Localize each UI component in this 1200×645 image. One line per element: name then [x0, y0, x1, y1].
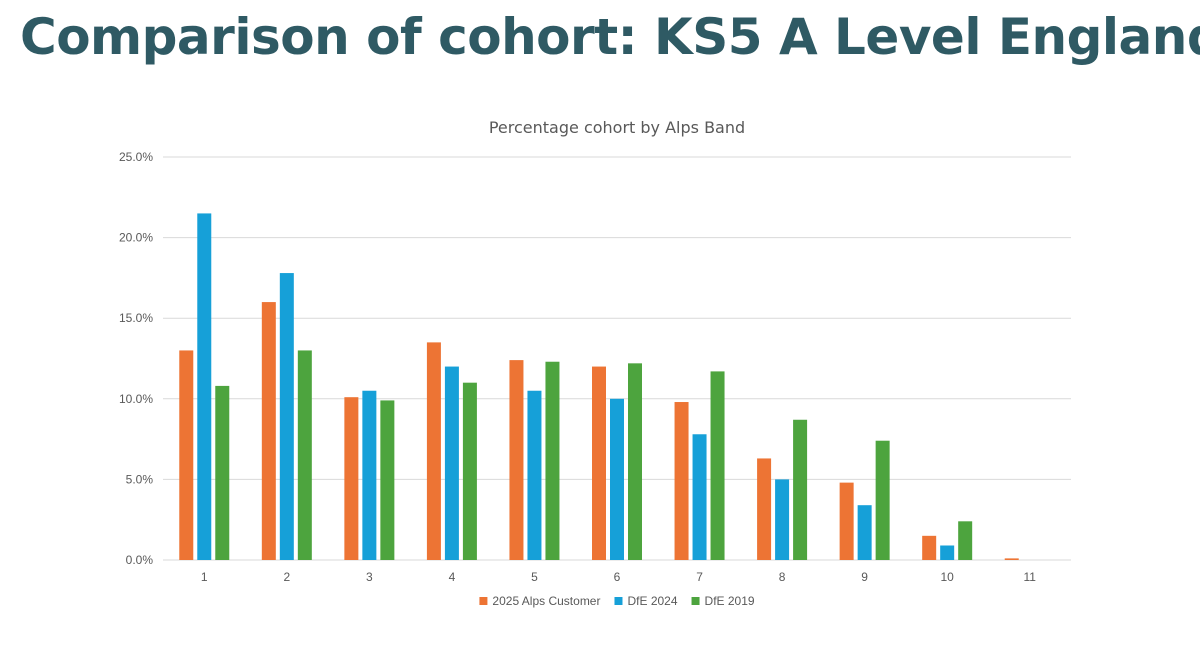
bar-dfe-2024-band-4	[444, 366, 459, 560]
legend-label: DfE 2024	[627, 594, 677, 608]
legend-item: 2025 Alps Customer	[479, 594, 600, 608]
bar-2025-alps-customer-band-11	[1004, 558, 1019, 560]
bar-dfe-2019-band-8	[793, 419, 808, 560]
bar-dfe-2024-band-5	[527, 390, 542, 560]
bar-dfe-2024-band-9	[857, 505, 872, 560]
bar-dfe-2019-band-4	[462, 382, 477, 560]
legend-swatch	[479, 597, 488, 605]
bar-2025-alps-customer-band-2	[261, 302, 276, 560]
bar-dfe-2019-band-5	[545, 361, 560, 560]
legend-item: DfE 2024	[614, 594, 678, 608]
x-tick-label: 6	[614, 570, 621, 584]
legend-label: DfE 2019	[705, 594, 755, 608]
legend-label: 2025 Alps Customer	[492, 594, 600, 608]
legend-swatch	[614, 597, 623, 605]
bar-2025-alps-customer-band-5	[509, 360, 524, 560]
legend-item: DfE 2019	[691, 594, 755, 608]
bar-dfe-2024-band-2	[279, 273, 294, 560]
bars	[179, 213, 1019, 561]
bar-dfe-2024-band-7	[692, 434, 707, 560]
x-tick-label: 11	[1023, 570, 1036, 584]
x-axis: 1 2 3 4 5 6 7 8 9 10 11	[201, 570, 1036, 584]
x-tick-label: 7	[696, 570, 703, 584]
y-tick-label: 15.0%	[119, 311, 153, 325]
y-tick-label: 0.0%	[126, 553, 154, 567]
x-tick-label: 3	[366, 570, 373, 584]
bar-dfe-2019-band-2	[297, 350, 312, 560]
bar-dfe-2019-band-7	[710, 371, 725, 560]
bar-2025-alps-customer-band-7	[674, 402, 689, 560]
bar-dfe-2024-band-8	[775, 479, 790, 560]
y-tick-label: 5.0%	[126, 472, 154, 486]
legend: 2025 Alps Customer DfE 2024 DfE 2019	[479, 594, 755, 608]
bar-2025-alps-customer-band-8	[757, 458, 772, 560]
bar-2025-alps-customer-band-3	[344, 397, 359, 560]
bar-dfe-2019-band-6	[628, 363, 642, 560]
bar-2025-alps-customer-band-6	[592, 366, 606, 560]
chart-title: Percentage cohort by Alps Band	[489, 118, 745, 137]
bar-dfe-2019-band-1	[215, 385, 230, 560]
bar-dfe-2019-band-3	[380, 400, 395, 560]
bar-dfe-2024-band-1	[197, 213, 212, 561]
x-tick-label: 10	[941, 570, 955, 584]
bar-2025-alps-customer-band-9	[839, 482, 854, 560]
bar-2025-alps-customer-band-1	[179, 350, 194, 560]
bar-dfe-2024-band-3	[362, 390, 377, 560]
bar-dfe-2024-band-10	[940, 545, 955, 560]
y-tick-label: 20.0%	[119, 231, 153, 245]
x-tick-label: 5	[531, 570, 538, 584]
x-tick-label: 1	[201, 570, 208, 584]
y-tick-label: 10.0%	[119, 392, 153, 406]
x-tick-label: 2	[283, 570, 290, 584]
bar-2025-alps-customer-band-10	[922, 535, 937, 560]
legend-swatch	[691, 597, 700, 605]
x-tick-label: 4	[449, 570, 456, 584]
x-tick-label: 9	[861, 570, 868, 584]
y-axis: 0.0% 5.0% 10.0% 15.0% 20.0% 25.0%	[119, 150, 153, 567]
bar-dfe-2019-band-9	[875, 440, 890, 560]
x-tick-label: 8	[779, 570, 786, 584]
bar-2025-alps-customer-band-4	[426, 342, 441, 560]
bar-dfe-2019-band-10	[958, 521, 973, 560]
slide-title: Comparison of cohort: KS5 A Level Englan…	[20, 8, 1200, 66]
y-tick-label: 25.0%	[119, 150, 153, 164]
bar-dfe-2024-band-6	[610, 398, 624, 560]
